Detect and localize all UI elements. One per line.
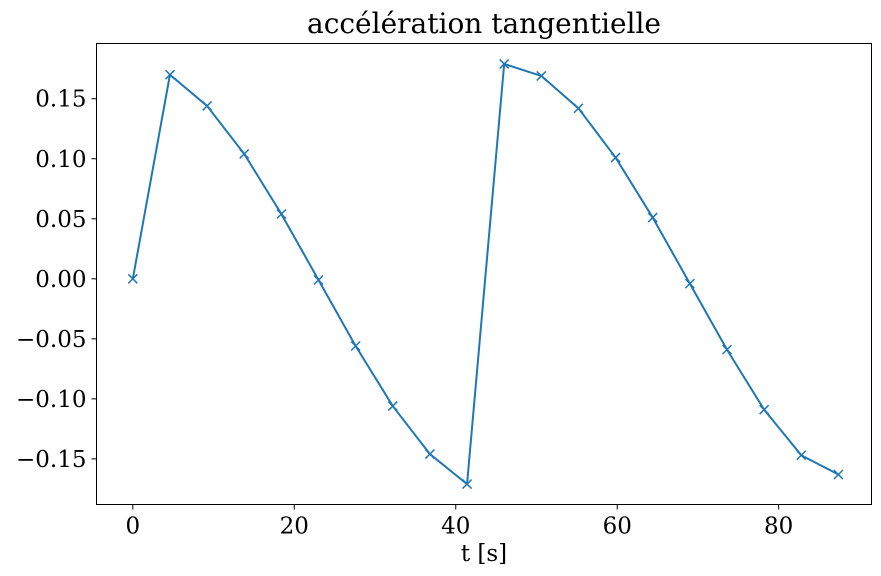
x-tick-label: 0 [126, 514, 141, 540]
data-point-marker [833, 469, 844, 480]
series-line [131, 62, 839, 486]
data-point-marker [684, 278, 695, 289]
data-point-marker [239, 148, 250, 159]
data-point-marker [164, 69, 175, 80]
y-tick-label: 0.15 [35, 87, 86, 113]
data-point-marker [313, 274, 324, 286]
plot-area [127, 58, 844, 490]
x-axis-label: t [s] [461, 541, 507, 567]
data-point-marker [721, 344, 733, 355]
y-tick-label: −0.15 [16, 447, 86, 473]
chart-title: accélération tangentielle [307, 7, 661, 40]
data-point-marker [202, 100, 213, 111]
y-tick-label: 0.05 [35, 207, 86, 233]
data-point-marker [499, 58, 510, 69]
y-tick-label: −0.05 [16, 327, 86, 353]
x-tick-label: 40 [441, 514, 470, 540]
data-point-marker [462, 479, 473, 490]
axes-frame [96, 43, 872, 505]
data-point-marker [350, 341, 361, 352]
data-point-marker [387, 401, 398, 412]
x-tick-label: 20 [280, 514, 309, 540]
y-tick-label: 0.00 [35, 267, 86, 293]
data-point-marker [610, 152, 621, 163]
x-axis: 0 20 40 60 80 [126, 504, 793, 540]
x-tick-label: 80 [764, 514, 793, 540]
data-point-marker [536, 70, 547, 81]
data-point-marker [573, 103, 584, 114]
data-point-marker [424, 449, 435, 460]
x-tick-label: 60 [603, 514, 632, 540]
y-tick-label: −0.10 [16, 387, 86, 413]
y-tick-label: 0.10 [35, 147, 86, 173]
y-axis: 0.15 0.10 0.05 0.00 −0.05 −0.10 −0.15 [16, 87, 97, 473]
data-point-marker [647, 212, 658, 223]
data-point-marker [127, 273, 138, 284]
data-point-marker [759, 404, 770, 415]
data-point-marker [796, 450, 807, 461]
data-point-marker [276, 208, 287, 220]
